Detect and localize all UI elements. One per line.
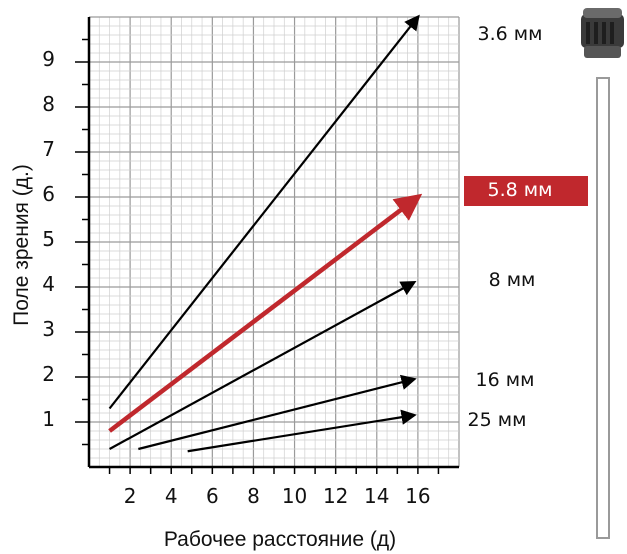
y-tick-label: 2	[42, 362, 55, 386]
y-tick-label: 6	[42, 182, 55, 206]
series-arrow-8-мм	[109, 281, 417, 450]
series-label: 5.8 мм	[488, 179, 553, 201]
x-tick-label: 2	[124, 484, 137, 508]
camera-lens-icon	[581, 8, 624, 58]
y-tick-label: 7	[42, 137, 55, 161]
highlight-label-background	[464, 176, 588, 206]
x-tick-label: 6	[206, 484, 219, 508]
x-tick-label: 10	[282, 484, 307, 508]
y-tick-label: 8	[42, 92, 55, 116]
series-label: 25 мм	[468, 409, 527, 431]
x-tick-label: 8	[247, 484, 260, 508]
mounting-rod-icon	[596, 77, 610, 539]
series-arrow-3.6-мм	[108, 14, 420, 410]
series-lines	[108, 14, 423, 453]
series-arrow-16-мм	[138, 374, 417, 451]
series-label: 16 мм	[476, 369, 535, 391]
y-tick-label: 9	[42, 47, 55, 71]
series-arrow-25-мм	[187, 409, 417, 453]
series-label: 8 мм	[489, 269, 536, 291]
y-tick-label: 3	[42, 317, 55, 341]
x-tick-label: 14	[364, 484, 389, 508]
x-tick-label: 4	[165, 484, 178, 508]
y-tick-label: 1	[42, 407, 55, 431]
y-tick-label: 5	[42, 227, 55, 251]
axes	[75, 17, 459, 474]
series-labels: 3.6 мм 5.8 мм 8 мм 16 мм 25 мм	[464, 23, 588, 431]
y-axis-title: Поле зрения (д.)	[10, 164, 33, 326]
series-arrow-5.8-мм	[108, 193, 423, 433]
x-axis-title: Рабочее расстояние (д)	[164, 528, 396, 551]
series-label: 3.6 мм	[478, 23, 543, 45]
x-tick-label: 16	[405, 484, 430, 508]
grid	[88, 16, 460, 468]
x-tick-label: 12	[323, 484, 348, 508]
y-tick-label: 4	[42, 272, 55, 296]
